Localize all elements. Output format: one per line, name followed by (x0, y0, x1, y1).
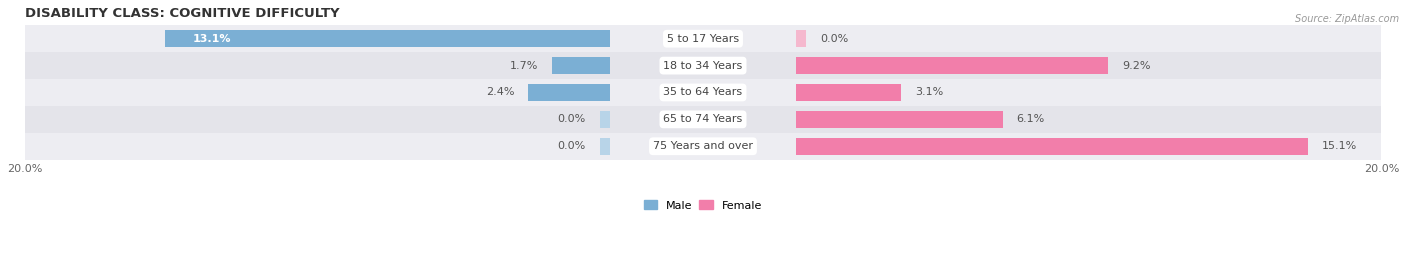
Bar (25, 106, 1381, 133)
Bar (796, 31, 807, 47)
Legend: Male, Female: Male, Female (644, 200, 762, 211)
Text: 1.7%: 1.7% (510, 60, 538, 70)
Text: 15.1%: 15.1% (1322, 141, 1357, 151)
Bar (25, 133, 1381, 160)
Bar (599, 111, 610, 128)
Bar (599, 138, 610, 155)
Text: 0.0%: 0.0% (820, 34, 848, 44)
Bar (25, 52, 1381, 79)
Bar (529, 84, 610, 101)
Bar (796, 138, 1309, 155)
Bar (796, 111, 1002, 128)
Bar (553, 57, 610, 74)
Text: 5 to 17 Years: 5 to 17 Years (666, 34, 740, 44)
Bar (796, 57, 1108, 74)
Text: 75 Years and over: 75 Years and over (652, 141, 754, 151)
Text: 0.0%: 0.0% (558, 114, 586, 124)
Text: 6.1%: 6.1% (1017, 114, 1045, 124)
Text: 35 to 64 Years: 35 to 64 Years (664, 87, 742, 97)
Text: 65 to 74 Years: 65 to 74 Years (664, 114, 742, 124)
Bar (25, 79, 1381, 106)
Text: Source: ZipAtlas.com: Source: ZipAtlas.com (1295, 14, 1399, 23)
Text: 9.2%: 9.2% (1122, 60, 1150, 70)
Text: DISABILITY CLASS: COGNITIVE DIFFICULTY: DISABILITY CLASS: COGNITIVE DIFFICULTY (25, 7, 339, 20)
Text: 13.1%: 13.1% (193, 34, 231, 44)
Bar (166, 31, 610, 47)
Text: 2.4%: 2.4% (486, 87, 515, 97)
Bar (796, 84, 901, 101)
Text: 3.1%: 3.1% (915, 87, 943, 97)
Bar (25, 25, 1381, 52)
Text: 0.0%: 0.0% (558, 141, 586, 151)
Text: 18 to 34 Years: 18 to 34 Years (664, 60, 742, 70)
